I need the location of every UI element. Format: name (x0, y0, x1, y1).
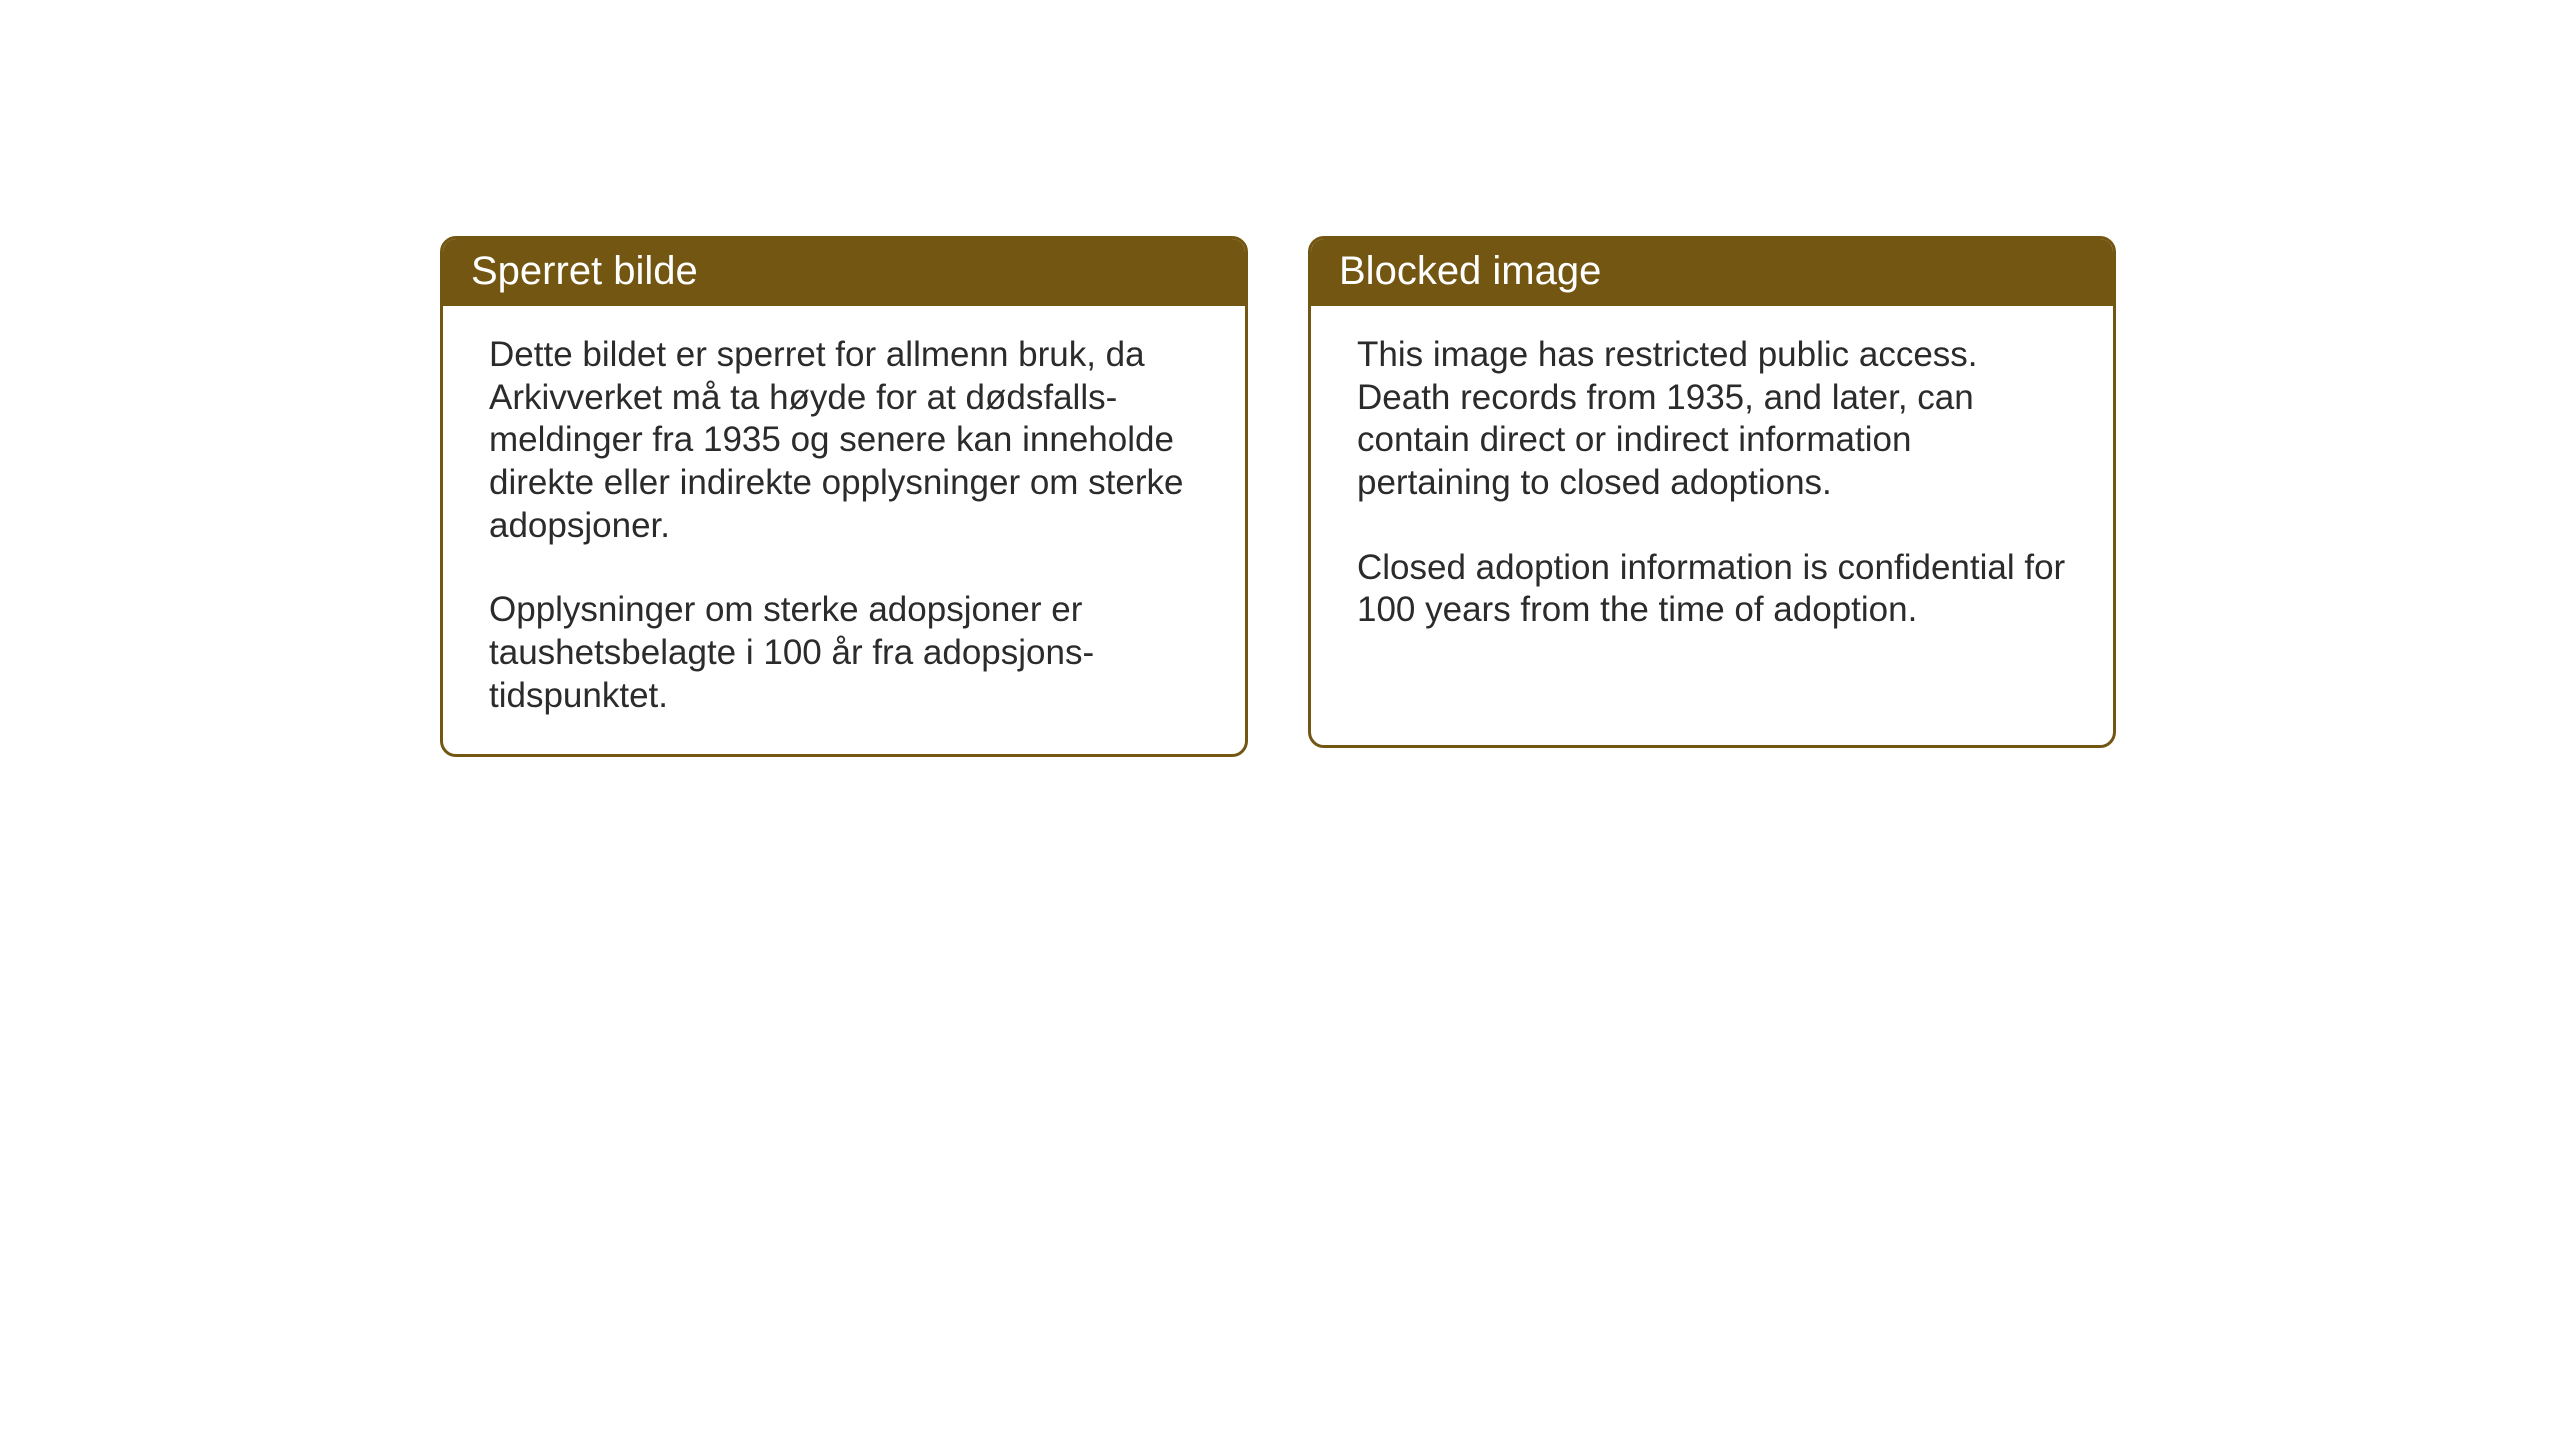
english-card-body: This image has restricted public access.… (1311, 306, 2113, 668)
english-notice-card: Blocked image This image has restricted … (1308, 236, 2116, 748)
norwegian-card-title: Sperret bilde (443, 239, 1245, 306)
norwegian-paragraph-1: Dette bildet er sperret for allmenn bruk… (489, 334, 1199, 547)
english-paragraph-2: Closed adoption information is confident… (1357, 547, 2067, 632)
norwegian-paragraph-2: Opplysninger om sterke adopsjoner er tau… (489, 589, 1199, 717)
notice-container: Sperret bilde Dette bildet er sperret fo… (440, 236, 2116, 757)
norwegian-card-body: Dette bildet er sperret for allmenn bruk… (443, 306, 1245, 754)
norwegian-notice-card: Sperret bilde Dette bildet er sperret fo… (440, 236, 1248, 757)
english-paragraph-1: This image has restricted public access.… (1357, 334, 2067, 505)
english-card-title: Blocked image (1311, 239, 2113, 306)
